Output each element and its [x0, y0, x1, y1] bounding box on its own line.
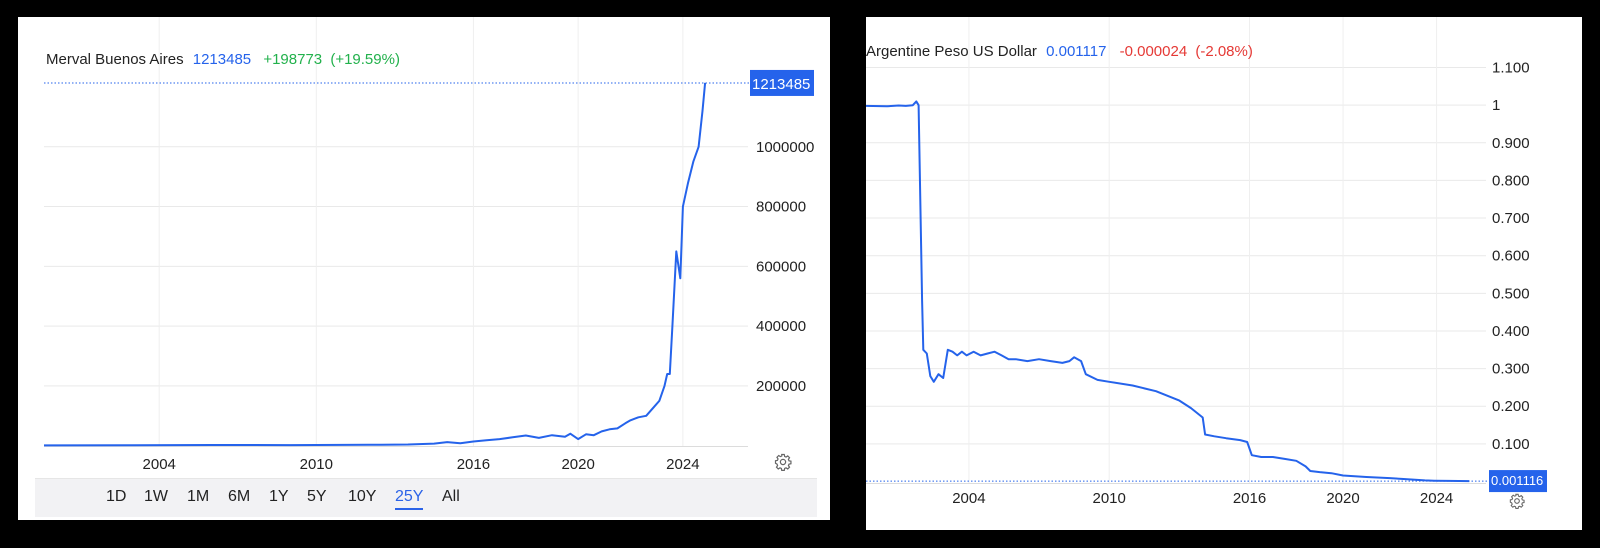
range-button-25y[interactable]: 25Y [395, 488, 424, 510]
y-axis-ticks: 200000 400000 600000 800000 1000000 [756, 139, 814, 395]
range-button-6m[interactable]: 6M [228, 488, 251, 505]
y-tick-label: 0.200 [1492, 398, 1530, 415]
range-selector: 1D 1W 1M 6M 1Y 5Y 10Y 25Y All [35, 478, 817, 517]
y-tick-label: 0.700 [1492, 210, 1530, 227]
chart-title: Merval Buenos Aires [46, 51, 184, 68]
x-axis-ticks: 2004 2010 2016 2020 2024 [952, 490, 1453, 507]
y-tick-label: 1.100 [1492, 60, 1530, 77]
y-tick-label: 200000 [756, 378, 806, 395]
change-percent: (+19.59%) [330, 51, 400, 68]
price-tag: 0.001116 [1489, 470, 1547, 493]
y-axis-ticks: 0.100 0.200 0.300 0.400 0.500 0.600 0.700 0.800… [1492, 60, 1530, 453]
y-tick-label: 0.300 [1492, 361, 1530, 378]
range-button-1w[interactable]: 1W [144, 488, 168, 505]
chart-title-line: Argentine Peso US Dollar 0.001117 -0.000… [866, 43, 1253, 60]
x-tick-label: 2004 [952, 490, 985, 507]
y-tick-label: 0.600 [1492, 248, 1530, 265]
chart-title: Argentine Peso US Dollar [866, 43, 1037, 60]
merval-chart-panel: Merval Buenos Aires 1213485 +198773 (+19… [18, 17, 830, 520]
last-value: 0.001117 [1046, 43, 1106, 60]
change-value: +198773 [263, 51, 322, 68]
range-button-1y[interactable]: 1Y [269, 488, 289, 505]
x-tick-label: 2020 [561, 456, 594, 473]
y-tick-label: 0.900 [1492, 135, 1530, 152]
x-tick-label: 2010 [1093, 490, 1126, 507]
x-tick-label: 2016 [1233, 490, 1266, 507]
gear-icon[interactable] [1509, 493, 1525, 509]
price-tag-label: 1213485 [752, 76, 810, 93]
grid [44, 17, 748, 447]
x-tick-label: 2020 [1326, 490, 1359, 507]
y-tick-label: 0.400 [1492, 323, 1530, 340]
merval-chart: Merval Buenos Aires 1213485 +198773 (+19… [43, 17, 814, 473]
gear-icon[interactable] [774, 453, 792, 471]
x-tick-label: 2024 [666, 456, 699, 473]
change-value: -0.000024 [1120, 43, 1188, 60]
merval-series-line [43, 82, 707, 447]
y-tick-label: 0.500 [1492, 285, 1530, 302]
price-tag: 1213485 [750, 69, 814, 96]
ars-usd-chart-panel: Argentine Peso US Dollar 0.001117 -0.000… [866, 17, 1582, 530]
x-tick-label: 2024 [1420, 490, 1453, 507]
grid [866, 17, 1486, 484]
y-tick-label: 800000 [756, 199, 806, 216]
y-tick-label: 1000000 [756, 139, 814, 156]
y-tick-label: 400000 [756, 318, 806, 335]
x-tick-label: 2016 [457, 456, 490, 473]
range-button-1d[interactable]: 1D [106, 488, 127, 505]
ars-usd-chart: Argentine Peso US Dollar 0.001117 -0.000… [866, 17, 1547, 507]
range-button-all[interactable]: All [442, 488, 460, 505]
x-axis-ticks: 2004 2010 2016 2020 2024 [143, 456, 700, 473]
last-value: 1213485 [193, 51, 251, 68]
change-percent: (-2.08%) [1195, 43, 1253, 60]
y-tick-label: 0.100 [1492, 436, 1530, 453]
x-tick-label: 2004 [143, 456, 176, 473]
range-button-1m[interactable]: 1M [187, 488, 210, 505]
y-tick-label: 1 [1492, 97, 1500, 114]
y-tick-label: 600000 [756, 258, 806, 275]
range-button-5y[interactable]: 5Y [307, 488, 327, 505]
x-tick-label: 2010 [300, 456, 333, 473]
price-tag-label: 0.001116 [1491, 473, 1543, 488]
ars-usd-series-line [866, 100, 1470, 483]
chart-title-line: Merval Buenos Aires 1213485 +198773 (+19… [46, 51, 400, 68]
range-button-10y[interactable]: 10Y [348, 488, 377, 505]
y-tick-label: 0.800 [1492, 172, 1530, 189]
